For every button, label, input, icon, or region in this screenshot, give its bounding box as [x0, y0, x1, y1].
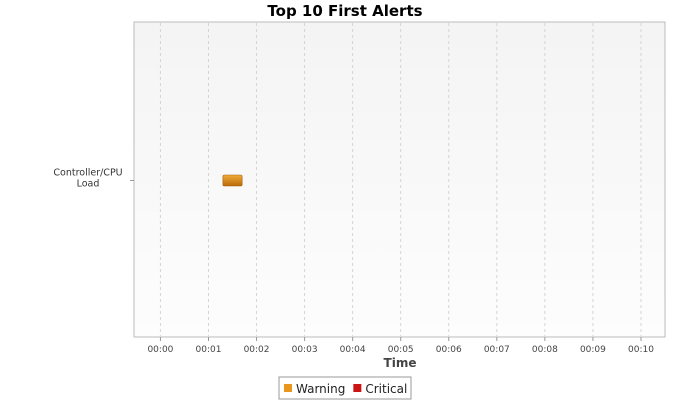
legend-swatch-critical	[353, 384, 362, 392]
y-category-label-line: Controller/CPU	[53, 168, 122, 179]
grid-lines	[159, 23, 642, 336]
legend-box	[278, 376, 412, 400]
bar-warning[interactable]	[222, 174, 243, 187]
x-tick-label: 00:10	[628, 345, 654, 355]
x-tick-label: 00:05	[388, 345, 414, 355]
x-tick-label: 00:08	[532, 345, 558, 355]
x-tick-label: 00:09	[580, 345, 606, 355]
y-axis-categories: Controller/CPU Load	[53, 168, 134, 190]
chart-title: Top 10 First Alerts	[267, 2, 422, 20]
x-axis-ticks: 00:00 00:01 00:02 00:03 00:04 00:05 00:06 00:07…	[147, 337, 654, 355]
x-tick-label: 00:02	[244, 345, 270, 355]
legend: Warning Critical	[278, 376, 412, 400]
legend-label-critical: Critical	[365, 382, 407, 396]
x-tick-label: 00:04	[340, 345, 366, 355]
x-tick-label: 00:07	[484, 345, 510, 355]
x-tick-label: 00:06	[436, 345, 462, 355]
y-category-label: Controller/CPU Load	[53, 168, 122, 190]
plot-area	[133, 21, 666, 338]
x-tick-label: 00:03	[292, 345, 318, 355]
x-tick-label: 00:00	[147, 345, 173, 355]
y-category-label-line: Load	[77, 179, 100, 190]
x-tick-label: 00:01	[196, 345, 222, 355]
legend-label-warning: Warning	[296, 382, 345, 396]
bars	[222, 174, 243, 187]
legend-swatch-warning	[284, 384, 292, 392]
x-axis-label: Time	[384, 356, 417, 370]
